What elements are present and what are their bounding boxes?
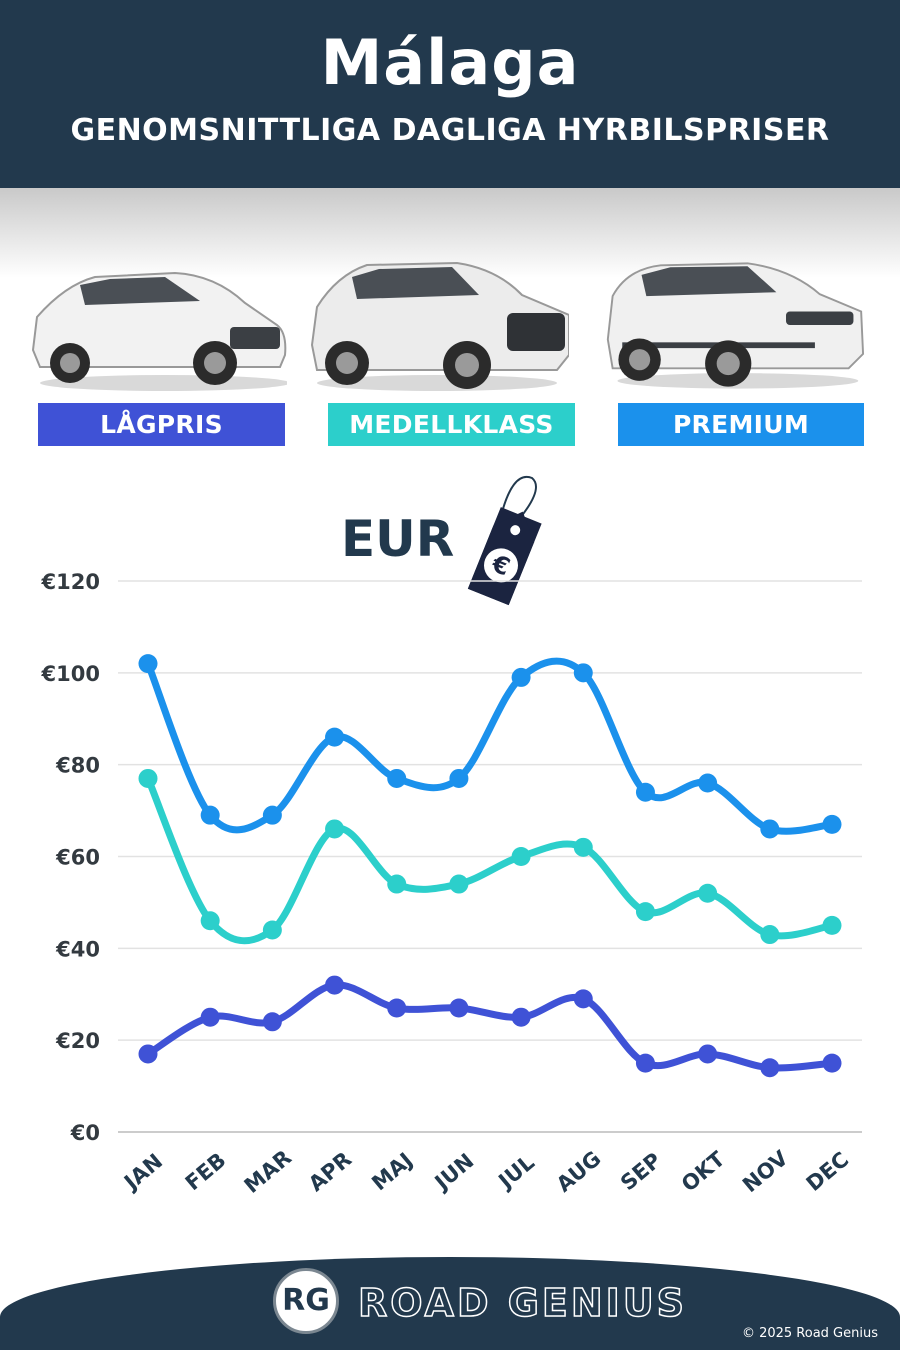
series-line — [144, 657, 836, 835]
data-point — [511, 847, 531, 866]
data-point — [262, 1012, 282, 1032]
data-point — [138, 768, 158, 788]
data-point — [200, 1007, 220, 1027]
x-tick-label: FEB — [181, 1148, 231, 1195]
y-tick-label: €40 — [55, 937, 100, 961]
y-tick-label: €0 — [70, 1121, 100, 1145]
data-point — [760, 1058, 780, 1078]
x-tick-label: JUN — [429, 1149, 478, 1196]
data-point — [573, 663, 593, 683]
data-point — [511, 667, 531, 687]
economy-car-image — [31, 271, 287, 391]
x-tick-label: SEP — [616, 1148, 666, 1195]
x-tick-label: DEC — [802, 1147, 854, 1196]
data-point — [262, 805, 282, 825]
data-point — [822, 1053, 842, 1073]
x-tick-label: MAJ — [367, 1148, 417, 1195]
data-point — [449, 874, 469, 894]
data-point — [325, 727, 345, 747]
series-line — [144, 981, 836, 1072]
brand-name: ROAD GENIUS — [357, 1280, 688, 1326]
header-banner: Málaga GENOMSNITTLIGA DAGLIGA HYRBILSPRI… — [0, 0, 900, 188]
badge-premium: PREMIUM — [618, 403, 864, 446]
x-tick-label: AUG — [552, 1146, 606, 1196]
data-point — [387, 998, 407, 1018]
y-tick-label: €80 — [55, 754, 100, 778]
logo-initials: RG — [282, 1283, 330, 1318]
x-tick-label: NOV — [738, 1146, 793, 1198]
x-tick-label: OKT — [677, 1146, 730, 1196]
page-title: Málaga — [320, 26, 580, 99]
y-tick-label: €120 — [41, 570, 100, 594]
x-tick-label: JUL — [493, 1150, 539, 1194]
data-point — [387, 768, 407, 788]
y-tick-label: €100 — [41, 662, 100, 686]
data-point — [698, 883, 718, 903]
data-point — [200, 911, 220, 931]
data-point — [387, 874, 407, 894]
data-point — [760, 925, 780, 945]
badge-economy: LÅGPRIS — [38, 403, 285, 446]
road-genius-logo: RG — [273, 1268, 339, 1334]
footer-banner — [0, 1257, 900, 1350]
data-point — [635, 902, 655, 922]
x-tick-label: JAN — [118, 1149, 167, 1195]
data-point — [138, 654, 158, 674]
data-point — [698, 1044, 718, 1064]
y-tick-label: €20 — [55, 1029, 100, 1053]
x-tick-label: MAR — [240, 1145, 296, 1198]
data-point — [573, 837, 593, 857]
data-point — [635, 782, 655, 802]
data-point — [325, 975, 345, 995]
data-point — [635, 1053, 655, 1073]
badge-midsize: MEDELLKLASS — [328, 403, 575, 446]
series-line — [144, 774, 836, 945]
price-line-chart: €0 €20 €40 €60 €80 €100 €120 JAN FEB MAR APR MAJ JUN… — [41, 570, 862, 1198]
data-point — [698, 773, 718, 793]
data-point — [822, 814, 842, 834]
data-point — [200, 805, 220, 825]
copyright-text: © 2025 Road Genius — [741, 1326, 878, 1341]
premium-car-image — [606, 262, 865, 389]
data-point — [573, 989, 593, 1009]
data-point — [449, 768, 469, 788]
y-tick-label: €60 — [55, 846, 100, 870]
data-point — [760, 819, 780, 839]
data-point — [138, 1044, 158, 1064]
data-point — [822, 915, 842, 935]
currency-label: EUR — [341, 510, 455, 568]
data-point — [511, 1007, 531, 1027]
page-subtitle: GENOMSNITTLIGA DAGLIGA HYRBILSPRISER — [70, 113, 830, 148]
data-point — [449, 998, 469, 1018]
data-point — [262, 920, 282, 940]
x-tick-label: APR — [304, 1147, 356, 1196]
midsize-car-image — [310, 261, 569, 391]
data-point — [325, 819, 345, 839]
